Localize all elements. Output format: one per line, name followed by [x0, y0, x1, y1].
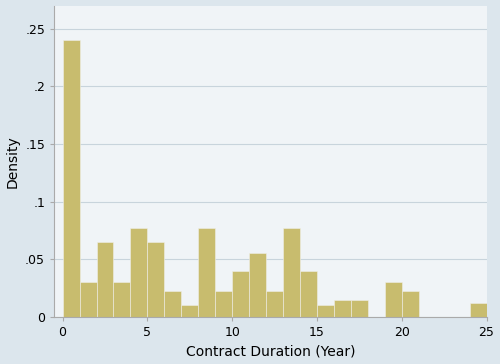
Bar	[470, 303, 486, 317]
Bar	[334, 300, 351, 317]
Bar	[266, 292, 283, 317]
Bar	[96, 242, 114, 317]
X-axis label: Contract Duration (Year): Contract Duration (Year)	[186, 344, 355, 359]
Bar	[130, 228, 148, 317]
Bar	[351, 300, 368, 317]
Bar	[80, 282, 96, 317]
Bar	[249, 253, 266, 317]
Bar	[402, 292, 418, 317]
Bar	[317, 305, 334, 317]
Y-axis label: Density: Density	[6, 135, 20, 187]
Bar	[182, 305, 198, 317]
Bar	[283, 228, 300, 317]
Bar	[232, 271, 249, 317]
Bar	[62, 40, 80, 317]
Bar	[215, 292, 232, 317]
Bar	[198, 228, 215, 317]
Bar	[164, 292, 182, 317]
Bar	[148, 242, 164, 317]
Bar	[114, 282, 130, 317]
Bar	[300, 271, 317, 317]
Bar	[385, 282, 402, 317]
